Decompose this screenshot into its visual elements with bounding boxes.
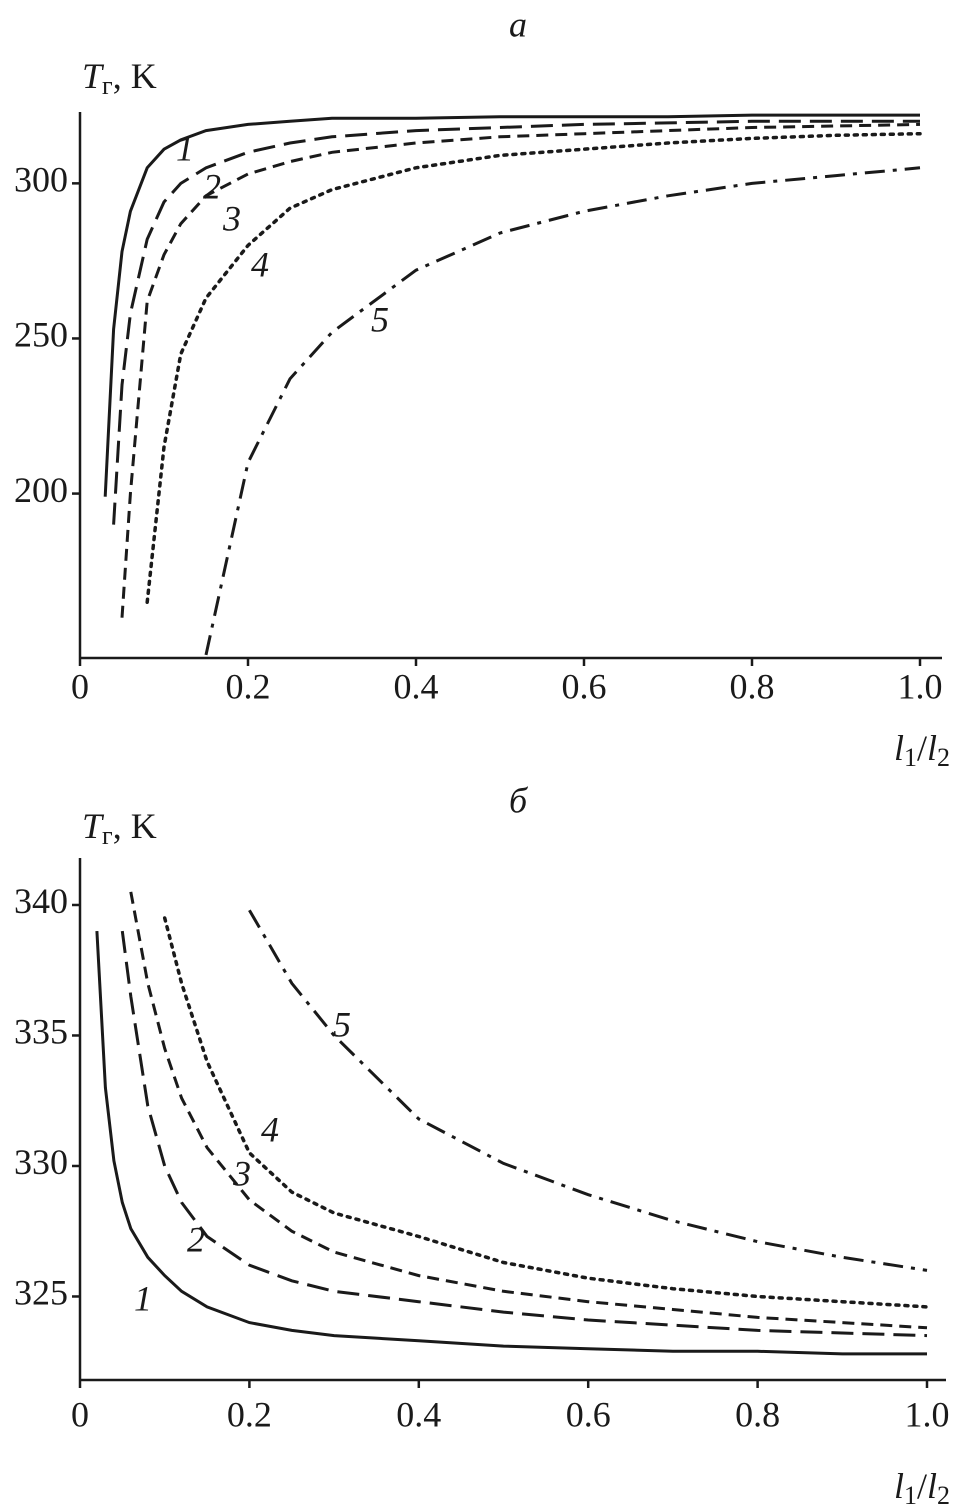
curve — [248, 909, 928, 1272]
x-label-a-sub: 1 — [904, 1481, 917, 1505]
curve — [162, 916, 929, 1309]
y-tick-label: 200 — [14, 470, 68, 510]
x-tick-label: 0.4 — [394, 666, 439, 706]
y-tick-label: 325 — [14, 1273, 68, 1313]
x-label-b: l — [927, 728, 937, 768]
y-tick-label: 335 — [14, 1012, 68, 1052]
x-tick-label: 0.2 — [226, 666, 271, 706]
x-label-slash: / — [917, 728, 927, 768]
x-label-b: l — [927, 1466, 937, 1505]
x-label-b-sub: 2 — [937, 743, 950, 772]
curve-label: 3 — [222, 198, 241, 238]
curve-label: 1 — [176, 128, 194, 168]
y-label-subscript: г — [102, 71, 113, 100]
x-tick-label: 0.6 — [562, 666, 607, 706]
curve — [204, 166, 921, 656]
x-tick-label: 0 — [71, 666, 89, 706]
curve-label: 1 — [134, 1278, 152, 1318]
curve — [129, 891, 928, 1330]
panel-title: б — [509, 780, 529, 820]
y-tick-label: 250 — [14, 315, 68, 355]
y-label-unit: , K — [113, 806, 157, 846]
curve — [95, 931, 927, 1356]
curve-label: 2 — [187, 1219, 205, 1259]
y-label-symbol: T — [82, 56, 105, 96]
x-tick-label: 1.0 — [905, 1394, 950, 1434]
curve — [112, 119, 920, 525]
curve — [120, 122, 921, 618]
y-axis-label: Tг, K — [82, 806, 157, 850]
curve-label: 2 — [203, 166, 221, 206]
curve — [103, 113, 920, 497]
y-label-subscript: г — [102, 821, 113, 850]
x-label-slash: / — [917, 1466, 927, 1505]
x-tick-label: 0.8 — [735, 1394, 780, 1434]
x-label-a: l — [894, 728, 904, 768]
x-tick-label: 0.4 — [396, 1394, 441, 1434]
curve-label: 5 — [333, 1004, 351, 1044]
y-axis-label: Tг, K — [82, 56, 157, 100]
y-tick-label: 300 — [14, 160, 68, 200]
curve — [145, 131, 922, 604]
x-axis-label: l1/l2 — [894, 1466, 950, 1505]
curve-label: 5 — [371, 299, 389, 339]
x-tick-label: 1.0 — [898, 666, 943, 706]
x-label-b-sub: 2 — [937, 1481, 950, 1505]
x-tick-label: 0 — [71, 1394, 89, 1434]
curve — [120, 930, 928, 1338]
x-tick-label: 0.8 — [730, 666, 775, 706]
x-axis-label: l1/l2 — [894, 728, 950, 772]
curve-label: 4 — [261, 1109, 279, 1149]
curve-label: 4 — [251, 244, 269, 284]
panel-title: а — [509, 4, 527, 44]
y-tick-label: 340 — [14, 881, 68, 921]
x-tick-label: 0.2 — [227, 1394, 272, 1434]
curve-label: 3 — [232, 1153, 251, 1193]
y-label-unit: , K — [113, 56, 157, 96]
x-label-a: l — [894, 1466, 904, 1505]
x-label-a-sub: 1 — [904, 743, 917, 772]
x-tick-label: 0.6 — [566, 1394, 611, 1434]
y-label-symbol: T — [82, 806, 105, 846]
y-tick-label: 330 — [14, 1142, 68, 1182]
